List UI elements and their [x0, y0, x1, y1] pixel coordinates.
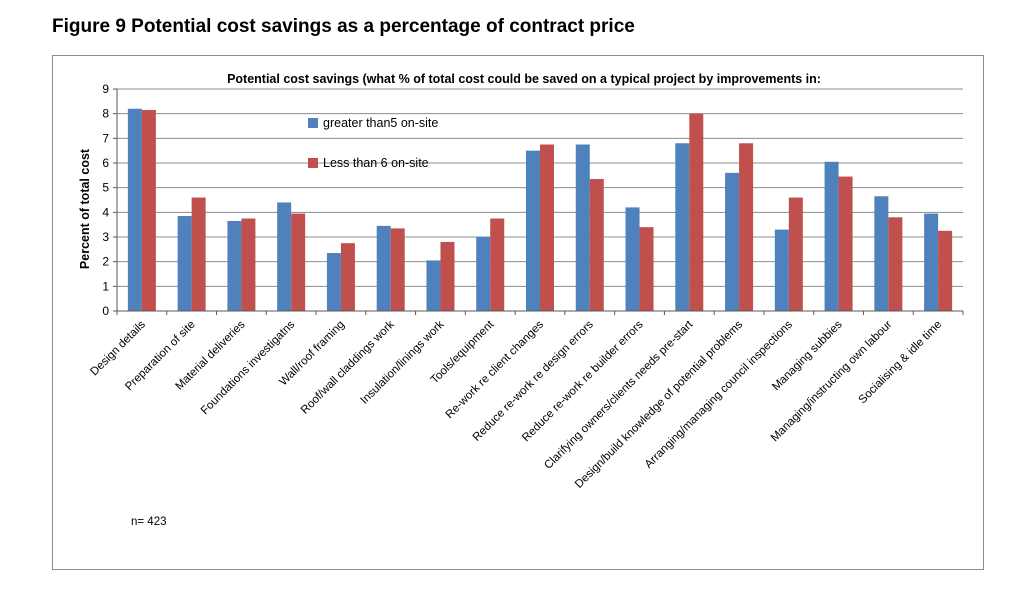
bar-series-2-15	[838, 176, 853, 311]
bar-chart: Potential cost savings (what % of total …	[78, 72, 964, 528]
bar-series-2-13	[739, 143, 754, 311]
bar-series-1-10	[575, 144, 590, 311]
bar-series-2-16	[888, 217, 903, 311]
bar-series-2-8	[490, 218, 505, 311]
x-category-label: Design/build knowledge of potential prob…	[573, 318, 745, 490]
bar-series-2-9	[540, 144, 554, 311]
bar-series-2-3	[241, 218, 256, 311]
bar-series-2-14	[788, 197, 803, 311]
y-axis-ticks: 0 1 2 3 4 5 6 7 8 9	[102, 82, 117, 318]
bars	[127, 108, 953, 311]
sample-size-note: n= 423	[131, 516, 167, 528]
bar-series-2-4	[291, 213, 306, 311]
bar-series-1-7	[426, 260, 441, 311]
x-category-label: Foundations investigatns	[199, 318, 298, 417]
bar-series-2-7	[440, 241, 455, 311]
bar-series-2-5	[340, 243, 355, 311]
bar-series-2-12	[689, 113, 704, 311]
bar-series-1-14	[774, 229, 789, 311]
legend-swatch-series-2	[308, 158, 318, 168]
x-category-label: Roof/wall claddings work	[299, 318, 397, 416]
bar-series-1-12	[675, 143, 690, 311]
bar-series-2-2	[191, 197, 206, 311]
bar-series-1-1	[127, 108, 142, 311]
bar-series-1-11	[625, 207, 640, 311]
y-tick-label: 0	[102, 304, 109, 318]
y-tick-label: 1	[102, 279, 109, 293]
bar-series-2-10	[589, 179, 604, 311]
legend-swatch-series-1	[308, 118, 318, 128]
bar-series-2-6	[390, 228, 405, 311]
bar-series-2-17	[938, 230, 953, 311]
y-tick-label: 6	[102, 156, 109, 170]
legend: greater than5 on-site Less than 6 on-sit…	[308, 116, 438, 170]
legend-label-series-1: greater than5 on-site	[323, 116, 438, 130]
bar-series-1-3	[227, 220, 242, 311]
bar-series-1-13	[725, 172, 740, 311]
chart-title: Potential cost savings (what % of total …	[227, 72, 821, 86]
y-tick-label: 2	[102, 255, 109, 269]
y-tick-label: 5	[102, 181, 109, 195]
bar-series-2-1	[141, 109, 156, 311]
figure-title: Figure 9 Potential cost savings as a per…	[52, 16, 635, 37]
bar-series-1-5	[326, 253, 341, 311]
x-category-label: Insulation/linings work	[359, 318, 447, 406]
axes	[116, 89, 963, 312]
x-category-label: Re-work re client changes	[444, 318, 547, 421]
y-tick-label: 3	[102, 230, 109, 244]
bar-series-1-16	[874, 196, 889, 311]
y-tick-label: 4	[102, 205, 109, 219]
bar-series-1-17	[924, 213, 939, 311]
y-axis-label: Percent of total cost	[78, 148, 92, 269]
y-tick-label: 8	[102, 107, 109, 121]
bar-series-1-4	[277, 202, 292, 311]
y-tick-label: 9	[102, 82, 109, 96]
bar-series-1-15	[824, 161, 839, 311]
bar-series-1-9	[526, 150, 540, 311]
bar-series-2-11	[639, 227, 654, 311]
x-category-label: Socialising & idle time	[857, 319, 945, 407]
chart-frame: Potential cost savings (what % of total …	[52, 55, 984, 570]
bar-series-1-2	[177, 216, 192, 311]
bar-series-1-6	[376, 225, 391, 311]
y-tick-label: 7	[102, 131, 109, 145]
legend-label-series-2: Less than 6 on-site	[323, 156, 429, 170]
bar-series-1-8	[476, 237, 491, 311]
